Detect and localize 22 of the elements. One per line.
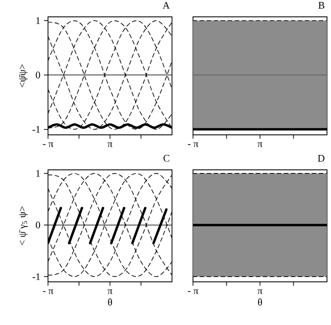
- x-tick-label: - π: [42, 289, 54, 294]
- y-tick-label: 0: [36, 72, 40, 78]
- y-axis-title: < ψ̄ γ$_{5}$ ψ>: [19, 206, 28, 246]
- y-tick-label: 0: [36, 222, 40, 228]
- chart-title: A: [162, 2, 170, 9]
- x-tick-label: π: [258, 142, 262, 148]
- y-tick-label: -1: [32, 126, 40, 133]
- chart-title: D: [318, 155, 324, 162]
- y-tick-label: -1: [32, 273, 40, 280]
- x-tick-label: π: [108, 142, 112, 148]
- x-tick-label: - π: [42, 142, 54, 148]
- x-axis-title: θ: [258, 298, 262, 306]
- x-tick-label: π: [108, 289, 112, 294]
- chart-title: C: [164, 154, 170, 162]
- y-axis-title: <ψ̄ψ>: [19, 64, 28, 88]
- x-tick-label: - π: [188, 289, 198, 294]
- y-tick-label: 1: [36, 170, 40, 177]
- x-axis-title: θ: [108, 298, 112, 306]
- chart-title: B: [318, 2, 324, 9]
- x-tick-label: - π: [188, 142, 198, 148]
- y-tick-label: 1: [36, 17, 40, 24]
- x-tick-label: π: [258, 289, 262, 294]
